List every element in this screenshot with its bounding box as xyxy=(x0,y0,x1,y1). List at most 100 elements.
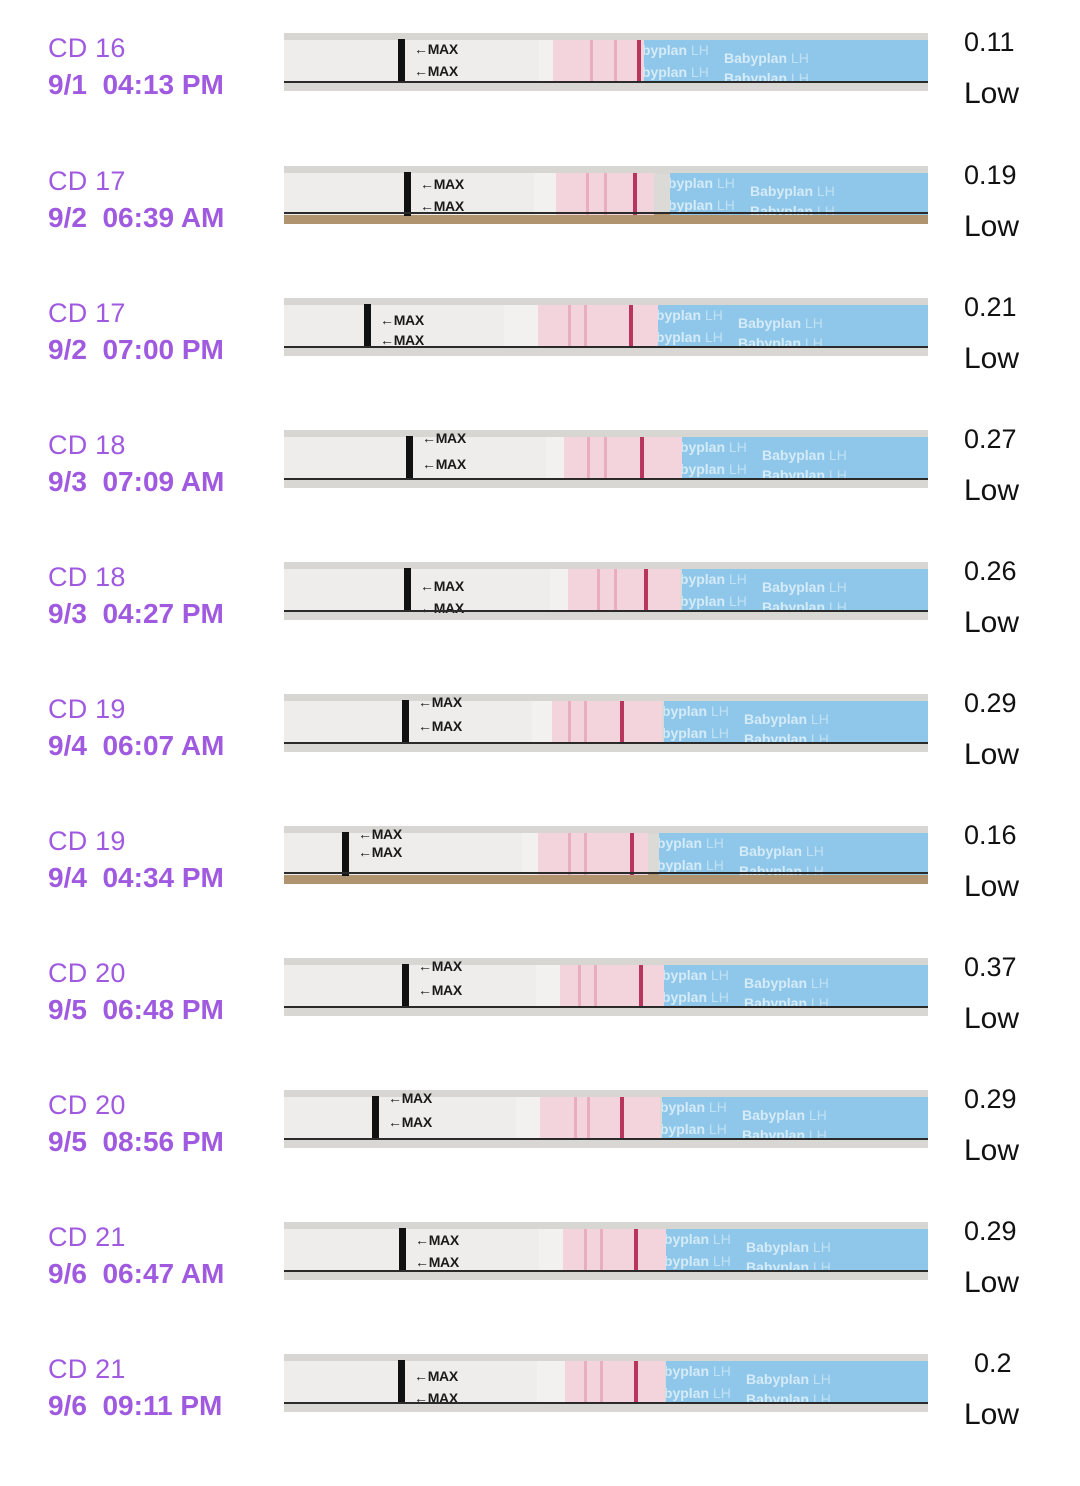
lh-value: 0.21 xyxy=(964,292,1017,322)
faint-line xyxy=(587,437,590,479)
faint-line xyxy=(584,1229,587,1271)
brand-text: Babyplan LH xyxy=(666,1231,731,1247)
brand-text: Babyplan LH xyxy=(659,857,724,873)
brand-text: Babyplan LH xyxy=(744,711,829,727)
strip-gap xyxy=(532,701,552,743)
test-strip-photo[interactable]: ←MAX ←MAX Babyplan LH Babyplan LH Babypl… xyxy=(284,166,928,224)
faint-line xyxy=(584,1361,587,1403)
test-line xyxy=(629,305,633,347)
test-line xyxy=(640,437,644,479)
strip-wrapper: Babyplan LH Babyplan LH Babyplan LH Baby… xyxy=(666,1229,928,1271)
strip-gap xyxy=(537,1361,565,1403)
test-entry-row[interactable]: CD 21 9/6 06:47 AM ←MAX ←MAX Babyplan LH… xyxy=(0,1216,1080,1354)
max-line-label: ←MAX xyxy=(422,456,466,472)
test-entry-row[interactable]: CD 18 9/3 04:27 PM ←MAX ←MAX Babyplan LH… xyxy=(0,556,1080,694)
brand-text: Babyplan LH xyxy=(666,1385,731,1401)
max-line-label: ←MAX xyxy=(418,694,462,710)
test-strip-photo[interactable]: ←MAX ←MAX Babyplan LH Babyplan LH Babypl… xyxy=(284,694,928,752)
test-entry-row[interactable]: CD 17 9/2 06:39 AM ←MAX ←MAX Babyplan LH… xyxy=(0,160,1080,298)
brand-text: Babyplan LH xyxy=(738,335,823,347)
faint-line xyxy=(587,1097,590,1139)
brand-text: Babyplan LH xyxy=(746,1391,831,1403)
result-window xyxy=(564,437,686,479)
cycle-day-label: CD 18 xyxy=(48,430,126,460)
test-strip-photo[interactable]: ←MAX ←MAX Babyplan LH Babyplan LH Babypl… xyxy=(284,430,928,488)
lh-level: Low xyxy=(964,1398,1020,1431)
test-strip-photo[interactable]: ←MAX ←MAX Babyplan LH Babyplan LH Babypl… xyxy=(284,1222,928,1280)
max-line-label: ←MAX xyxy=(358,826,402,842)
test-strip-photo[interactable]: ←MAX ←MAX Babyplan LH Babyplan LH Babypl… xyxy=(284,298,928,356)
photo-background xyxy=(284,1006,928,1016)
faint-line xyxy=(614,569,617,611)
cycle-day-label: CD 21 xyxy=(48,1354,126,1384)
max-line-label: ←MAX xyxy=(418,718,462,734)
photo-background xyxy=(284,214,928,224)
brand-text: Babyplan LH xyxy=(744,975,829,991)
test-datetime-label: 9/6 09:11 PM xyxy=(48,1390,223,1421)
max-line-label: ←MAX xyxy=(418,958,462,974)
lh-value: 0.29 xyxy=(964,688,1017,718)
test-line xyxy=(637,40,641,82)
test-entry-row[interactable]: CD 19 9/4 04:34 PM ←MAX ←MAX Babyplan LH… xyxy=(0,820,1080,958)
test-entry-row[interactable]: CD 20 9/5 08:56 PM ←MAX ←MAX Babyplan LH… xyxy=(0,1084,1080,1222)
brand-text: Babyplan LH xyxy=(762,467,847,479)
brand-text: Babyplan LH xyxy=(742,1107,827,1123)
test-strip-photo[interactable]: ←MAX ←MAX Babyplan LH Babyplan LH Babypl… xyxy=(284,1354,928,1412)
brand-text: Babyplan LH xyxy=(682,461,747,477)
brand-text: Babyplan LH xyxy=(664,989,729,1005)
test-strip-photo[interactable]: ←MAX ←MAX Babyplan LH Babyplan LH Babypl… xyxy=(284,826,928,884)
max-line-label: ←MAX xyxy=(415,1254,459,1270)
test-datetime-label: 9/3 07:09 AM xyxy=(48,466,225,497)
cycle-day-label: CD 20 xyxy=(48,1090,126,1120)
strip-handle xyxy=(284,1229,539,1271)
result-window xyxy=(538,305,658,347)
max-marker-bar xyxy=(372,1096,379,1140)
lh-value: 0.26 xyxy=(964,556,1017,586)
test-line xyxy=(620,701,624,743)
test-strip-photo[interactable]: ←MAX ←MAX Babyplan LH Babyplan LH Babypl… xyxy=(284,958,928,1016)
max-line-label: ←MAX xyxy=(414,1368,458,1384)
strip-gap xyxy=(539,1229,563,1271)
brand-text: Babyplan LH xyxy=(746,1371,831,1387)
test-line xyxy=(639,965,643,1007)
photo-background xyxy=(284,1270,928,1280)
result-window xyxy=(563,1229,673,1271)
max-line-label: ←MAX xyxy=(414,63,458,79)
test-datetime-label: 9/4 04:34 PM xyxy=(48,862,224,893)
test-datetime-label: 9/3 04:27 PM xyxy=(48,598,224,629)
strip-gap xyxy=(516,1097,540,1139)
strip-shadow xyxy=(284,742,928,744)
max-line-label: ←MAX xyxy=(420,600,464,616)
brand-text: Babyplan LH xyxy=(682,593,747,609)
test-entry-row[interactable]: CD 18 9/3 07:09 AM ←MAX ←MAX Babyplan LH… xyxy=(0,424,1080,562)
test-strip-photo[interactable]: ←MAX ←MAX Babyplan LH Babyplan LH Babypl… xyxy=(284,1090,928,1148)
strip-wrapper: Babyplan LH Babyplan LH Babyplan LH Baby… xyxy=(664,701,928,743)
brand-text: Babyplan LH xyxy=(762,447,847,463)
test-entry-row[interactable]: CD 20 9/5 06:48 PM ←MAX ←MAX Babyplan LH… xyxy=(0,952,1080,1090)
faint-line xyxy=(584,305,587,347)
max-line-label: ←MAX xyxy=(422,430,466,446)
test-datetime-label: 9/1 04:13 PM xyxy=(48,69,224,100)
faint-line xyxy=(594,965,597,1007)
cycle-day-label: CD 20 xyxy=(48,958,126,988)
photo-background xyxy=(284,562,928,570)
lh-value: 0.2 xyxy=(974,1348,1012,1378)
cycle-day-label: CD 21 xyxy=(48,1222,126,1252)
test-entry-row[interactable]: CD 19 9/4 06:07 AM ←MAX ←MAX Babyplan LH… xyxy=(0,688,1080,826)
test-strip-photo[interactable]: ←MAX ←MAX Babyplan LH Babyplan LH Babypl… xyxy=(284,562,928,620)
strip-gap xyxy=(534,173,556,215)
brand-text: Babyplan LH xyxy=(762,599,847,611)
strip-gap xyxy=(539,40,553,82)
test-entry-row[interactable]: CD 17 9/2 07:00 PM ←MAX ←MAX Babyplan LH… xyxy=(0,292,1080,430)
test-line xyxy=(633,173,637,215)
strip-shadow xyxy=(284,1006,928,1008)
test-entry-row[interactable]: CD 21 9/6 09:11 PM ←MAX ←MAX Babyplan LH… xyxy=(0,1348,1080,1486)
test-strip-photo[interactable]: ←MAX ←MAX Babyplan LH Babyplan LH Babypl… xyxy=(284,33,928,91)
max-line-label: ←MAX xyxy=(388,1114,432,1130)
faint-line xyxy=(584,833,587,875)
brand-text: Babyplan LH xyxy=(644,64,709,80)
max-line-label: ←MAX xyxy=(388,1090,432,1106)
test-entry-row[interactable]: CD 16 9/1 04:13 PM ←MAX ←MAX Babyplan LH… xyxy=(0,27,1080,165)
brand-text: Babyplan LH xyxy=(670,197,735,213)
brand-text: Babyplan LH xyxy=(750,183,835,199)
